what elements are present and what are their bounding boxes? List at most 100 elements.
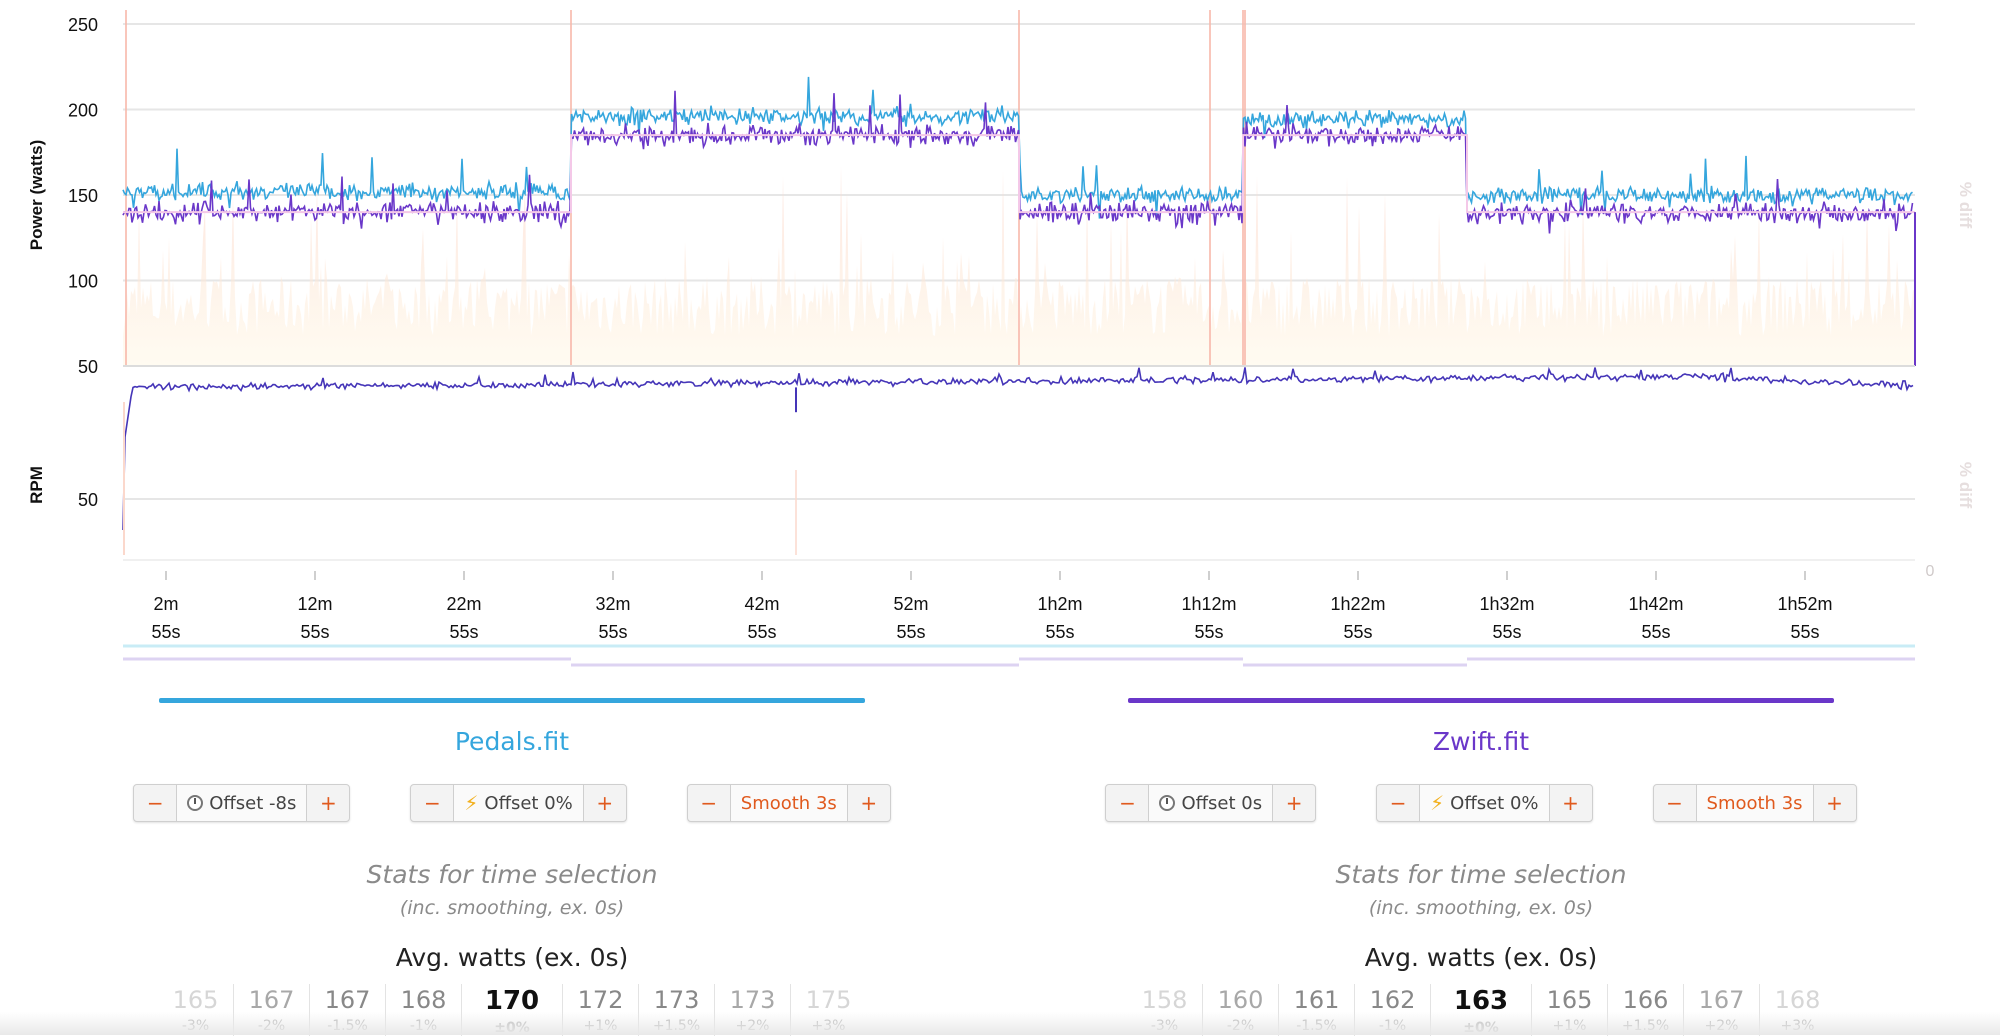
zwift-power-series: [122, 90, 1914, 234]
zwift-stats-subtitle: (inc. smoothing, ex. 0s): [1368, 897, 1594, 919]
pedals-power-offset-value: Offset 0%: [484, 792, 573, 814]
zwift-time-offset-plus-button[interactable]: +: [1285, 791, 1303, 815]
avg-watts-value: 173: [729, 986, 776, 1014]
avg-watts-value: 160: [1217, 986, 1264, 1014]
zwift-stats-title: Stats for time selection: [1335, 860, 1627, 889]
avg-watts-value: 173: [653, 986, 700, 1014]
avg-watts-value: 167: [248, 986, 295, 1014]
x-tick-sublabel: 55s: [449, 622, 478, 642]
avg-watts-value: 167: [1698, 986, 1745, 1014]
pedals-file-title: Pedals.fit: [454, 727, 570, 756]
zwift-smooth-value: Smooth 3s: [1706, 792, 1803, 814]
power-tick-label: 50: [78, 357, 98, 377]
pedals-avg-watts-title: Avg. watts (ex. 0s): [395, 943, 629, 972]
pedals-panel: Pedals.fit − Offset -8s + − ⚡ Offset 0% +…: [97, 698, 927, 1036]
x-tick-label: 12m: [297, 594, 332, 614]
x-axis: 2m 55s 12m 55s 22m 55s 32m 55s 42m 55s 52m 55s 1h2m 5…: [151, 571, 1833, 642]
x-tick-label: 1h52m: [1777, 594, 1832, 614]
avg-watts-value: 162: [1369, 986, 1416, 1014]
zwift-controls: − Offset 0s + − ⚡ Offset 0% + − Smooth 3s…: [1066, 784, 1896, 822]
pedals-power-offset-minus-button[interactable]: −: [423, 791, 441, 815]
bolt-icon: ⚡: [464, 791, 479, 815]
timeline-navigator[interactable]: [123, 644, 1915, 667]
target-power-line: [123, 134, 1915, 214]
avg-watts-value: 172: [577, 986, 624, 1014]
x-tick-sublabel: 55s: [1790, 622, 1819, 642]
zwift-avg-watts-title: Avg. watts (ex. 0s): [1364, 943, 1598, 972]
pedals-smooth-minus-button[interactable]: −: [700, 791, 718, 815]
x-tick-sublabel: 55s: [1641, 622, 1670, 642]
pedals-power-offset-control: − ⚡ Offset 0% +: [410, 784, 627, 822]
zwift-time-offset-control: − Offset 0s +: [1105, 784, 1317, 822]
avg-watts-value: 167: [324, 986, 371, 1014]
power-tick-label: 200: [68, 101, 98, 121]
bolt-icon: ⚡: [1430, 791, 1445, 815]
zwift-power-offset-minus-button[interactable]: −: [1389, 791, 1407, 815]
x-tick-sublabel: 55s: [1045, 622, 1074, 642]
x-tick-sublabel: 55s: [896, 622, 925, 642]
x-tick-label: 52m: [893, 594, 928, 614]
zwift-smooth-plus-button[interactable]: +: [1826, 791, 1843, 815]
x-tick-sublabel: 55s: [598, 622, 627, 642]
zwift-smooth-minus-button[interactable]: −: [1666, 791, 1683, 815]
pedals-time-offset-minus-button[interactable]: −: [146, 791, 164, 815]
avg-watts-value: 161: [1293, 986, 1340, 1014]
zwift-rpm-series: [122, 366, 1914, 531]
charts-area[interactable]: 250 200 150 100 50 Power (watts) % diff 50 RPM%…: [0, 0, 2000, 680]
pedals-power-offset-plus-button[interactable]: +: [596, 791, 614, 815]
zwift-smooth-control: − Smooth 3s +: [1652, 784, 1857, 822]
pedals-time-offset-plus-button[interactable]: +: [319, 791, 337, 815]
x-tick-sublabel: 55s: [1343, 622, 1372, 642]
x-tick-label: 1h32m: [1479, 594, 1534, 614]
zwift-power-offset-value: Offset 0%: [1450, 792, 1539, 814]
avg-watts-value: 168: [400, 986, 447, 1014]
zwift-panel: Zwift.fit − Offset 0s + − ⚡ Offset 0% + −…: [1066, 698, 1896, 1036]
zwift-power-offset-control: − ⚡ Offset 0% +: [1376, 784, 1593, 822]
zwift-time-offset-value: Offset 0s: [1181, 792, 1263, 814]
avg-watts-value: 175: [805, 986, 852, 1014]
x-tick-label: 1h2m: [1037, 594, 1082, 614]
x-tick-label: 1h22m: [1330, 594, 1385, 614]
avg-watts-value: 166: [1622, 986, 1669, 1014]
clock-icon: [187, 795, 204, 811]
x-tick-label: 2m: [153, 594, 178, 614]
x-tick-label: 22m: [446, 594, 481, 614]
x-tick-label: 1h12m: [1181, 594, 1236, 614]
rpm-diff-axis-label: % diff: [1956, 462, 1975, 509]
pedals-smooth-control: − Smooth 3s +: [686, 784, 891, 822]
avg-watts-value: 165: [1546, 986, 1593, 1014]
pedals-color-bar: [159, 698, 865, 703]
power-tick-label: 150: [68, 186, 98, 206]
pedals-stats-subtitle: (inc. smoothing, ex. 0s): [399, 897, 625, 919]
rpm-chart[interactable]: 50 RPM % diff 0: [27, 366, 1975, 580]
pedals-stats-title: Stats for time selection: [366, 860, 658, 889]
rpm-diff-tick-label: 0: [1926, 563, 1935, 580]
pedals-smooth-plus-button[interactable]: +: [860, 791, 878, 815]
bottom-scroll-shade: [0, 1012, 2000, 1035]
zwift-time-offset-minus-button[interactable]: −: [1119, 791, 1136, 815]
x-tick-sublabel: 55s: [1194, 622, 1223, 642]
rpm-tick-label: 50: [78, 490, 98, 510]
pedals-power-series: [122, 76, 1913, 219]
pedals-time-offset-control: − Offset -8s +: [133, 784, 351, 822]
avg-watts-value: 165: [172, 986, 219, 1014]
x-tick-sublabel: 55s: [747, 622, 776, 642]
rpm-axis-label: RPM: [27, 466, 46, 504]
pedals-controls: − Offset -8s + − ⚡ Offset 0% + − Smooth 3…: [97, 784, 927, 822]
clock-icon: [1159, 795, 1176, 811]
power-tick-label: 250: [68, 15, 98, 35]
avg-watts-value: 163: [1453, 986, 1509, 1016]
x-tick-sublabel: 55s: [1492, 622, 1521, 642]
power-axis-label: Power (watts): [27, 140, 46, 251]
x-tick-sublabel: 55s: [151, 622, 180, 642]
power-chart[interactable]: 250 200 150 100 50 Power (watts) % diff: [27, 10, 1975, 377]
x-tick-label: 42m: [744, 594, 779, 614]
avg-watts-value: 170: [484, 986, 540, 1016]
power-diff-axis-label: % diff: [1956, 182, 1975, 229]
zwift-avg-watts-row: 158-3%160-2%161-1.5%162-1%163±0%165+1%16…: [1066, 984, 1896, 1036]
pedals-smooth-value: Smooth 3s: [740, 792, 837, 814]
x-tick-label: 32m: [595, 594, 630, 614]
zwift-power-offset-plus-button[interactable]: +: [1562, 791, 1579, 815]
x-tick-label: 1h42m: [1628, 594, 1683, 614]
pedals-time-offset-value: Offset -8s: [209, 792, 297, 814]
